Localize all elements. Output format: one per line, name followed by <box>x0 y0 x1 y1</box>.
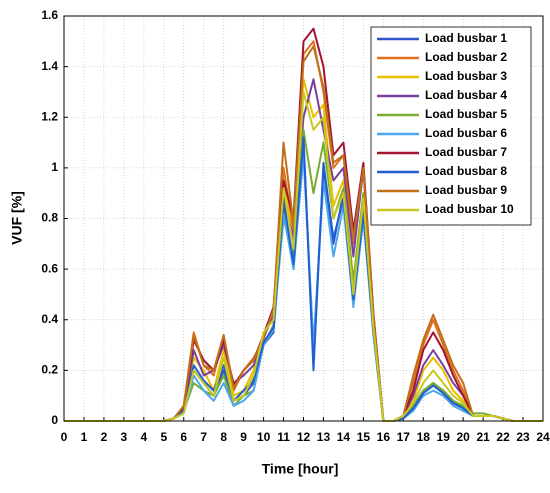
legend-label: Load busbar 8 <box>425 164 507 178</box>
x-tick-label: 2 <box>101 430 108 444</box>
legend-label: Load busbar 4 <box>425 88 507 102</box>
x-tick-label: 15 <box>357 430 371 444</box>
x-tick-label: 10 <box>257 430 271 444</box>
legend-label: Load busbar 7 <box>425 145 507 159</box>
x-tick-label: 21 <box>476 430 490 444</box>
x-tick-label: 0 <box>61 430 68 444</box>
x-tick-label: 7 <box>200 430 207 444</box>
x-tick-label: 20 <box>456 430 470 444</box>
x-axis-label: Time [hour] <box>262 461 339 477</box>
x-tick-label: 17 <box>397 430 411 444</box>
x-tick-label: 16 <box>377 430 391 444</box>
y-tick-label: 0.8 <box>41 211 58 225</box>
y-tick-label: 0.6 <box>41 261 58 275</box>
x-tick-label: 5 <box>160 430 167 444</box>
x-tick-label: 9 <box>240 430 247 444</box>
legend-label: Load busbar 3 <box>425 69 507 83</box>
legend-label: Load busbar 9 <box>425 183 507 197</box>
x-tick-label: 11 <box>277 430 290 444</box>
x-tick-label: 23 <box>516 430 530 444</box>
x-tick-label: 1 <box>81 430 88 444</box>
x-tick-label: 8 <box>220 430 227 444</box>
y-tick-label: 1.2 <box>41 109 58 123</box>
legend-label: Load busbar 1 <box>425 31 507 45</box>
legend-label: Load busbar 5 <box>425 107 507 121</box>
x-tick-label: 19 <box>437 430 451 444</box>
x-tick-label: 13 <box>317 430 331 444</box>
x-tick-label: 12 <box>297 430 311 444</box>
y-tick-label: 0 <box>51 413 58 427</box>
x-tick-label: 22 <box>496 430 510 444</box>
x-tick-label: 3 <box>121 430 128 444</box>
legend-label: Load busbar 10 <box>425 202 514 216</box>
y-tick-label: 1.6 <box>41 8 58 22</box>
x-tick-label: 18 <box>417 430 431 444</box>
legend-label: Load busbar 6 <box>425 126 507 140</box>
y-axis-label: VUF [%] <box>9 191 25 245</box>
x-tick-label: 14 <box>337 430 351 444</box>
x-tick-label: 24 <box>536 430 550 444</box>
y-tick-label: 1.4 <box>41 59 58 73</box>
x-tick-label: 6 <box>180 430 187 444</box>
y-tick-label: 1 <box>51 160 58 174</box>
y-tick-label: 0.2 <box>41 363 58 377</box>
y-tick-label: 0.4 <box>41 312 58 326</box>
x-tick-label: 4 <box>140 430 147 444</box>
legend-label: Load busbar 2 <box>425 50 507 64</box>
plot-frame <box>63 15 544 422</box>
